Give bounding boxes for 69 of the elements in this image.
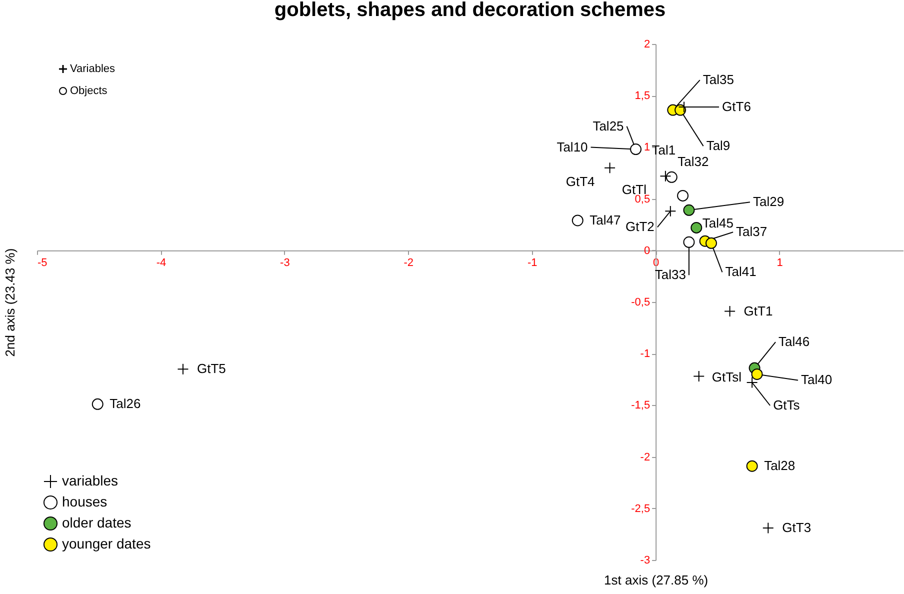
annotation: Objects [70, 84, 108, 99]
x-tick-label: -1 [527, 256, 538, 269]
point [92, 398, 104, 410]
annotation: GtT5 [196, 361, 226, 376]
point [177, 363, 189, 375]
annotation: Tal25 [592, 118, 624, 134]
annotation: Tal32 [678, 154, 709, 170]
annotation: Tal45 [702, 216, 734, 231]
x-tick-label: 0 [653, 256, 660, 269]
y-tick-label: 0 [644, 244, 650, 257]
y-tick-label: 1 [644, 142, 650, 154]
x-tick-label: -3 [280, 256, 290, 269]
point [683, 236, 695, 248]
legend-label: houses [62, 494, 108, 510]
annotation: GtT3 [782, 520, 812, 536]
legend-label: younger dates [62, 536, 151, 552]
point [630, 144, 642, 155]
chart-title: goblets, shapes and decoration schemes [274, 0, 666, 21]
point [746, 376, 758, 388]
point [690, 222, 702, 234]
annotation: GtT4 [566, 174, 595, 189]
annotation: Tal26 [110, 396, 141, 412]
annotation: Tal37 [736, 224, 768, 240]
point [572, 214, 584, 226]
annotation: GtT1 [744, 303, 773, 318]
point [604, 162, 616, 174]
point [666, 171, 678, 183]
point [683, 204, 695, 216]
x-tick-label: -2 [404, 256, 414, 269]
annotation: Variables [70, 62, 116, 77]
y-tick-label: -3 [640, 554, 650, 566]
point [724, 306, 736, 318]
y-tick-label: 2 [644, 38, 650, 50]
y-tick-label: -2 [640, 451, 650, 464]
legend-label: variables [62, 472, 118, 488]
y-axis-title: 2nd axis (23.43 %) [2, 248, 18, 357]
annotation: Tal35 [702, 72, 734, 88]
annotation: GtTsl [712, 369, 742, 384]
annotation: Tal28 [764, 458, 796, 474]
y-tick-label: -0,5 [631, 296, 650, 308]
point [762, 522, 774, 534]
x-tick-label: 1 [776, 256, 783, 269]
point [746, 460, 758, 472]
annotation: Tal10 [556, 139, 588, 154]
annotation: Tal40 [801, 372, 832, 388]
annotation: Tal47 [590, 212, 621, 228]
annotation: GtT2 [626, 219, 654, 234]
annotation: Tal46 [778, 334, 810, 350]
annotation: Tal41 [725, 264, 756, 280]
annotation: GtTs [773, 397, 800, 412]
point [706, 237, 717, 249]
annotation: Tal1 [652, 142, 676, 158]
y-tick-label: -1,5 [631, 400, 650, 412]
x-tick-label: -4 [156, 256, 166, 269]
x-axis-title: 1st axis (27.85 %) [604, 572, 708, 588]
point [751, 368, 763, 380]
annotation: Tal29 [752, 194, 784, 210]
x-tick-label: -5 [38, 256, 48, 269]
y-tick-label: 1,5 [634, 90, 650, 102]
point [677, 190, 689, 202]
legend-label: older dates [62, 514, 132, 530]
annotation: Tal33 [654, 267, 686, 282]
y-tick-label: -1 [640, 348, 650, 360]
point [693, 370, 705, 382]
y-tick-label: -2,5 [631, 502, 650, 515]
point [660, 170, 672, 182]
annotation: Tal9 [706, 138, 730, 154]
annotation: GtT6 [722, 98, 751, 114]
point [664, 205, 676, 217]
